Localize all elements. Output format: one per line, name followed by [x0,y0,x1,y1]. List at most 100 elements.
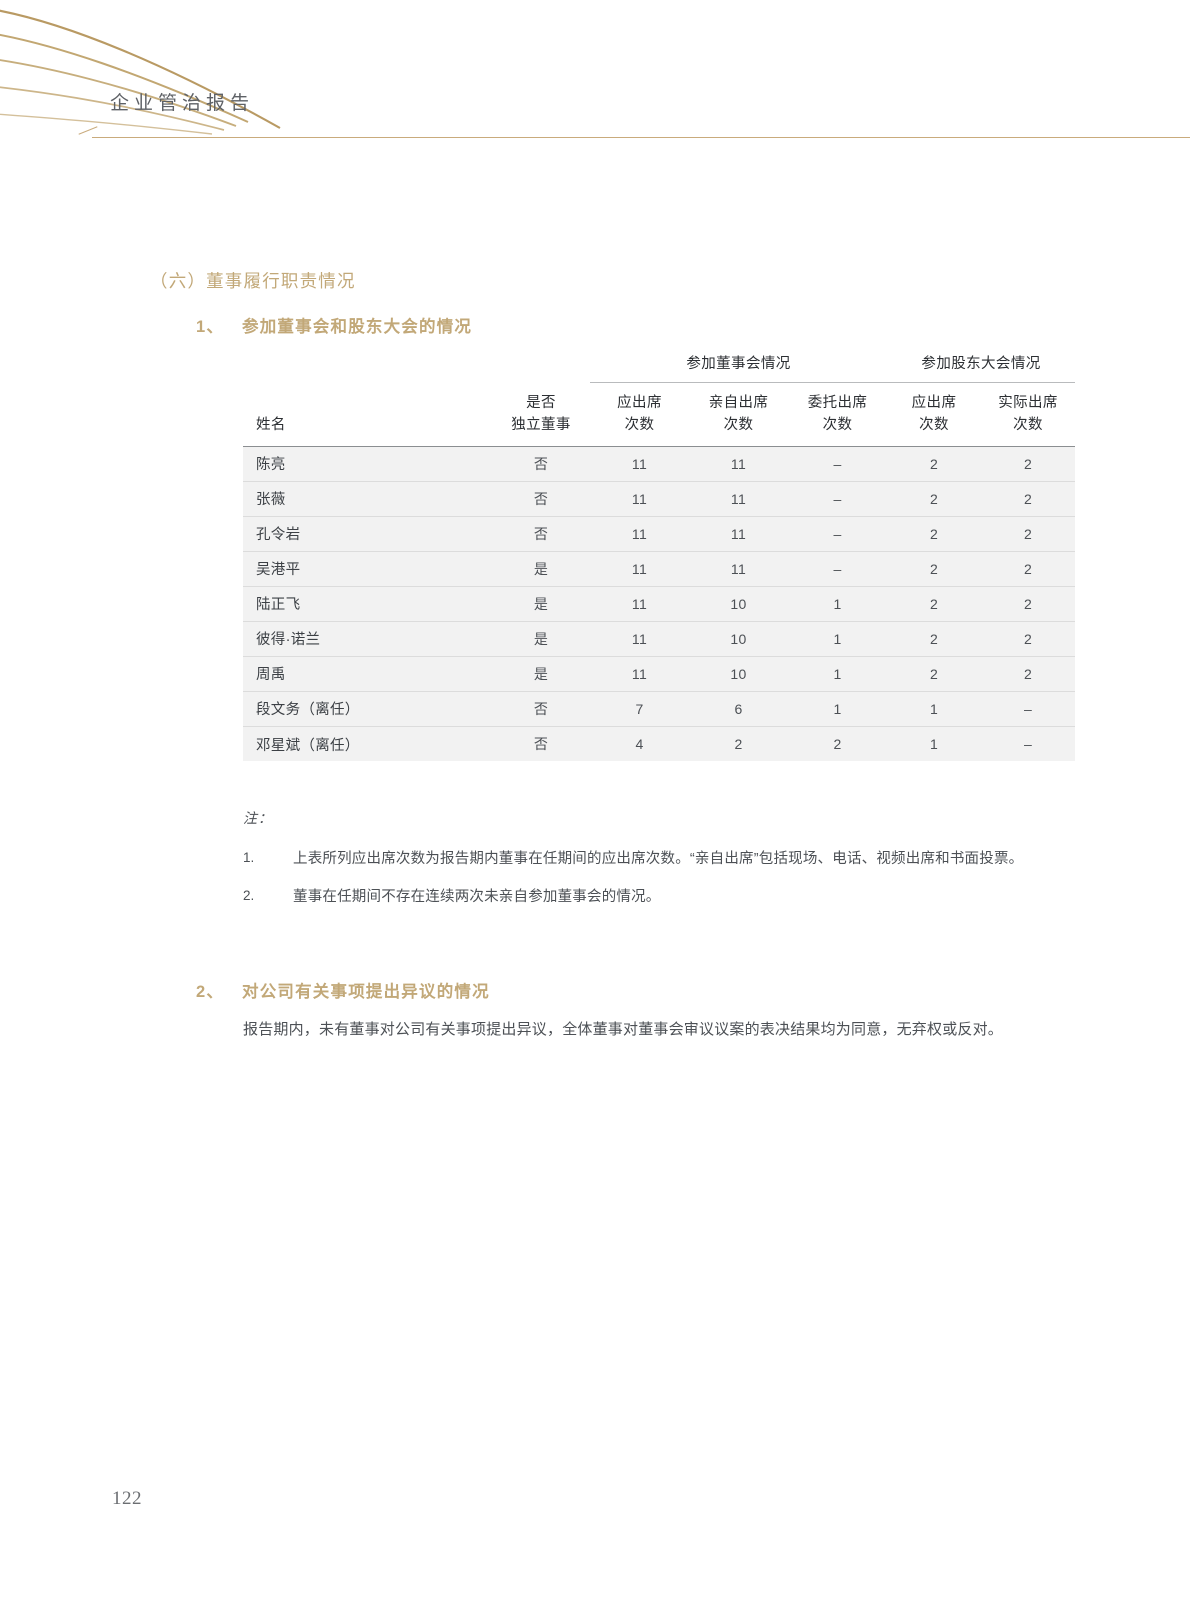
cell-board-proxy: 1 [788,586,888,622]
col-header-sh-due-line1: 应出席 [911,395,957,411]
subsection-heading-1: 1、 参加董事会和股东大会的情况 [196,313,472,337]
col-header-name: 姓名 [243,383,492,446]
cell-board-proxy: 2 [833,736,842,753]
group-header-shareholders: 参加股东大会情况 [887,352,1076,383]
note-index: 1. [243,850,255,865]
group-header-spacer-indep [492,352,590,383]
cell-sh-due: 2 [887,621,982,657]
cell-board-proxy: – [788,481,888,517]
section-heading-six: （六）董事履行职责情况 [150,271,356,291]
cell-board-proxy: – [788,551,888,587]
notes-label: 注： [243,810,273,826]
cell-name: 陆正飞 [243,586,492,622]
cell-board-self: 10 [689,586,788,622]
col-header-sh-due: 应出席 次数 [887,383,981,446]
cell-sh-due: 2 [887,586,982,622]
page-header: 企业管治报告 [0,0,1190,140]
group-header-spacer-name [243,352,492,383]
cell-board-due: 11 [590,516,689,552]
col-header-board-due: 应出席 次数 [590,383,689,446]
cell-sh-actual: 2 [981,621,1076,657]
cell-board-due: 11 [590,551,689,587]
cell-board-due: 7 [590,691,689,727]
cell-name: 邓星斌（离任） [256,737,360,754]
table-header-underline [243,445,1076,447]
table-header-row: 姓名 是否 独立董事 应出席 次数 亲自出席 次数 委托出席 次数 [243,383,1075,446]
cell-board-due: 11 [590,621,689,657]
subsection-2-number: 2、 [196,983,225,1001]
col-header-independent-line2: 独立董事 [511,417,571,434]
subsection-2-body: 报告期内，未有董事对公司有关事项提出异议，全体董事对董事会审议议案的表决结果均为… [243,1021,1004,1038]
col-header-board-due-line1: 应出席 [617,395,662,411]
cell-sh-due: 2 [887,656,982,692]
cell-independent: 否 [492,446,590,482]
col-header-board-proxy: 委托出席 次数 [788,383,887,446]
cell-name: 吴港平 [243,551,492,587]
cell-sh-due: 2 [887,516,982,552]
cell-sh-actual: – [981,691,1076,727]
col-header-sh-actual-line2: 次数 [1013,417,1043,434]
cell-independent: 否 [492,481,590,517]
cell-board-due: 11 [590,656,689,692]
table-row: 邓星斌（离任） 否 4 2 2 1 – [243,726,1076,762]
page-number: 122 [112,1488,142,1509]
directors-attendance-table: 参加董事会情况 参加股东大会情况 姓名 是否 独立董事 应出席 次数 亲自出席 … [243,352,1076,762]
col-header-board-due-line2: 次数 [624,417,655,434]
cell-name: 陈亮 [243,446,492,482]
note-text: 董事在任期间不存在连续两次未亲自参加董事会的情况。 [293,888,661,905]
subsection-1-number: 1、 [196,318,225,336]
cell-board-self: 11 [689,516,788,552]
cell-independent: 是 [492,656,590,692]
cell-sh-actual: 2 [981,656,1076,692]
cell-board-proxy: – [788,516,888,552]
col-header-board-self: 亲自出席 次数 [689,383,788,446]
cell-board-due: 4 [635,736,644,753]
group-header-board: 参加董事会情况 [590,352,888,383]
cell-independent: 是 [492,551,590,587]
col-header-board-proxy-line1: 委托出席 [807,395,868,411]
cell-board-proxy: 1 [788,621,888,657]
cell-board-proxy: – [788,446,888,482]
subsection-1-label: 参加董事会和股东大会的情况 [242,318,473,336]
note-item: 1. 上表所列应出席次数为报告期内董事在任期间的应出席次数。“亲自出席”包括现场、… [243,846,1083,873]
table-row: 彼得·诺兰是 11 10 1 2 2 [243,621,1076,657]
col-header-sh-due-line2: 次数 [919,417,949,434]
page-title: 企业管治报告 [110,92,255,114]
cell-name: 段文务（离任） [243,691,492,727]
cell-board-self: 2 [734,736,743,753]
cell-sh-due: 1 [887,691,982,727]
table-row: 周禹是 11 10 1 2 2 [243,656,1076,692]
col-header-board-proxy-line2: 次数 [822,417,853,434]
cell-sh-due: 1 [929,736,939,753]
cell-sh-actual: 2 [981,446,1076,482]
cell-sh-actual: 2 [981,516,1076,552]
cell-board-self: 11 [689,551,788,587]
cell-sh-due: 2 [887,551,982,587]
cell-board-self: 6 [689,691,788,727]
cell-sh-actual: 2 [981,551,1076,587]
cell-sh-due: 2 [887,446,982,482]
cell-independent: 否 [533,736,549,753]
subsection-heading-2: 2、 对公司有关事项提出异议的情况 [196,978,490,1002]
col-header-sh-actual-line1: 实际出席 [998,395,1058,411]
cell-independent: 是 [492,586,590,622]
cell-board-self: 11 [689,446,788,482]
cell-name: 彼得·诺兰 [243,621,492,657]
table-notes: 注： 1. 上表所列应出席次数为报告期内董事在任期间的应出席次数。“亲自出席”包括… [243,808,1083,922]
table-body: 陈亮否 11 11–2 2 张薇否 11 11–2 2 孔令岩否 11 11–2 2 吴港平是 11 11–… [243,446,1076,762]
cell-name: 张薇 [243,481,492,517]
table-row: 段文务（离任）否 7 6 1 1– [243,691,1076,727]
table-row: 陆正飞是 11 10 1 2 2 [243,586,1076,622]
table-group-header-row: 参加董事会情况 参加股东大会情况 [243,352,1076,383]
table-row: 吴港平是 11 11–2 2 [243,551,1076,587]
col-header-independent: 是否 独立董事 [492,383,590,446]
table-row: 张薇否 11 11–2 2 [243,481,1076,517]
table-header-underline-cell [243,445,1076,447]
cell-board-due: 11 [590,481,689,517]
cell-board-self: 10 [689,656,788,692]
col-header-independent-line1: 是否 [526,395,556,411]
header-rule [92,137,1190,138]
note-item: 2. 董事在任期间不存在连续两次未亲自参加董事会的情况。 [243,884,1083,911]
corner-arcs-icon [0,9,281,135]
notes-list: 1. 上表所列应出席次数为报告期内董事在任期间的应出席次数。“亲自出席”包括现场、… [243,846,1083,911]
